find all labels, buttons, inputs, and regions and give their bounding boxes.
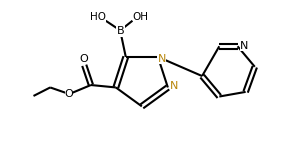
Text: O: O [79,54,88,64]
Text: HO: HO [90,12,106,22]
Text: N: N [170,81,179,91]
Text: B: B [116,26,124,36]
Text: OH: OH [133,12,149,22]
Text: N: N [240,41,249,51]
Text: O: O [65,89,73,99]
Text: N: N [157,54,166,64]
